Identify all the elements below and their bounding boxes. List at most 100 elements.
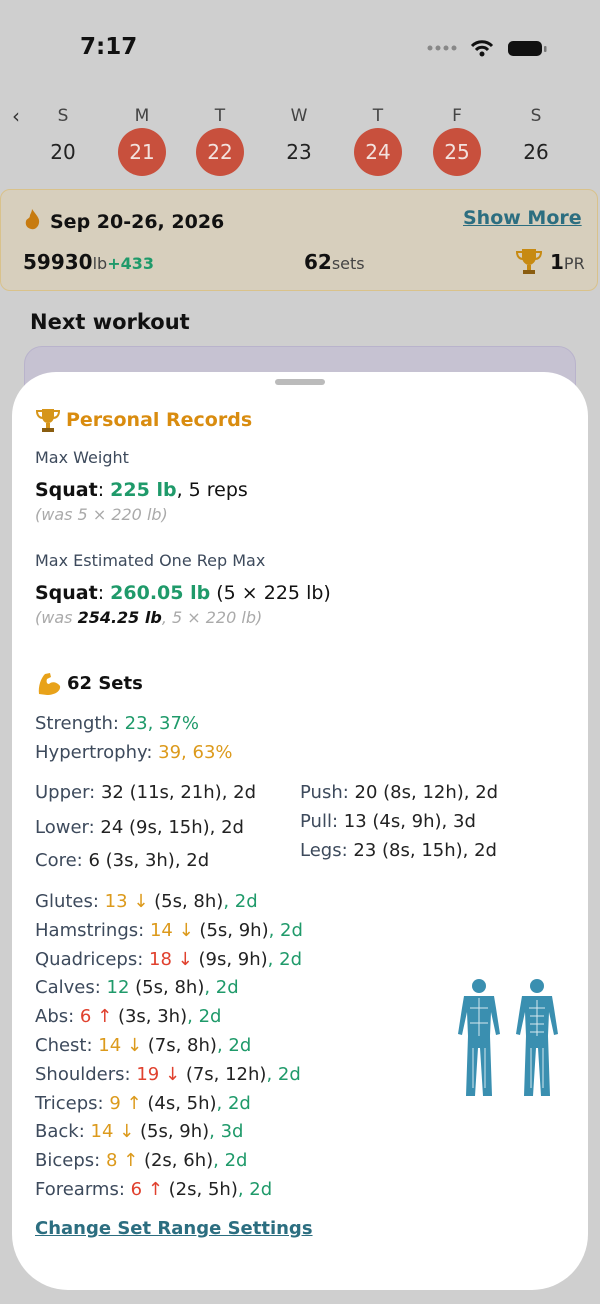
muscle-row: Triceps: 9 ↑ (4s, 5h), 2d [35,1091,251,1117]
flame-icon [25,209,40,230]
weekday: M [134,106,150,126]
set-type: Strength: 23, 37% [35,711,199,737]
muscle-days: , 2d [268,919,303,941]
muscle-row: Abs: 6 ↑ (3s, 3h), 2d [35,1004,221,1030]
weekday: F [452,106,462,126]
muscle-count: 13 [104,891,128,912]
group-value: 13 (4s, 9h), 3d [343,811,476,832]
record-rest: , 5 reps [176,479,248,501]
date-highlight [433,128,481,176]
weekday: S [530,106,542,126]
muscle-row: Shoulders: 19 ↓ (7s, 12h), 2d [35,1062,301,1088]
trophy-icon [35,409,61,432]
muscle-icon [38,673,61,695]
group-label: Core: [35,850,83,871]
muscle-label: Shoulders: [35,1063,131,1085]
back-arrow[interactable]: ‹ [12,104,20,128]
muscle-days: , 2d [223,891,258,912]
group-value: 23 (8s, 15h), 2d [353,840,497,861]
date[interactable]: 22 [207,140,233,164]
muscle-days: , 2d [187,1006,222,1028]
record-previous-part: , 5 × 220 lb) [161,608,263,627]
sets-unit: sets [331,254,365,273]
muscle-label: Biceps: [35,1150,101,1172]
muscle-count: 14 [149,919,173,941]
muscle-label: Back: [35,1121,85,1143]
muscle-label: Chest: [35,1035,93,1056]
group-value: 6 (3s, 3h), 2d [88,850,210,871]
date[interactable]: 25 [444,140,470,164]
date[interactable]: 20 [50,140,76,164]
record-main: Squat: 260.05 lb (5 × 225 lb) [35,580,331,606]
volume-value: 59930 [23,250,93,274]
pr-value: 1 [550,250,564,274]
muscle-detail: (5s, 8h) [154,891,224,912]
muscle-count: 14 [90,1121,114,1143]
weekday: T [372,106,384,126]
muscle-count: 6 [79,1006,92,1028]
muscle-label: Abs: [35,1006,75,1028]
muscle-label: Forearms: [35,1179,125,1200]
volume-change: +433 [107,254,155,273]
group-value: 32 (11s, 21h), 2d [100,782,257,803]
date[interactable]: 26 [523,140,549,164]
weekday: S [57,106,69,126]
summary-link[interactable]: Show More [463,207,582,229]
set-type: Hypertrophy: 39, 63% [35,740,233,766]
sets-value: 62 [304,250,332,274]
muscle-days: , 2d [213,1150,248,1172]
record-previous: (was 5 × 220 lb) [35,502,168,528]
date-highlight [118,128,166,176]
muscle-label: Hamstrings: [35,919,145,941]
group-label: Upper: [35,782,96,803]
sheet-title: Personal Records [66,409,253,431]
muscle-count: 14 [98,1035,122,1056]
muscle-detail: (7s, 12h) [185,1063,267,1085]
muscle-trend: ↑ [97,1006,113,1028]
set-type-label: Hypertrophy: [35,742,153,763]
muscle-detail: (7s, 8h) [147,1035,217,1056]
status-icons [427,40,547,57]
record-previous: (was 254.25 lb, 5 × 220 lb) [35,605,262,631]
record-label: Max Estimated One Rep Max [35,551,266,570]
muscle-trend: ↓ [177,948,193,970]
muscle-days: , 2d [204,977,239,999]
muscle-days: , 2d [216,1035,252,1056]
date[interactable]: 24 [365,140,391,164]
muscle-days: , 2d [267,948,302,970]
muscle-detail: (9s, 9h) [198,948,268,970]
muscle-detail: (5s, 9h) [199,919,269,941]
muscle-group: Lower: 24 (9s, 15h), 2d [35,815,244,841]
muscle-count: 19 [136,1063,160,1085]
muscle-days: , 2d [266,1063,301,1085]
sheet-handle[interactable] [275,379,325,385]
muscle-row: Chest: 14 ↓ (7s, 8h), 2d [35,1033,251,1059]
muscle-trend: ↑ [147,1179,163,1200]
date-highlight [196,128,244,176]
muscle-row: Calves: 12 (5s, 8h), 2d [35,975,239,1001]
volume: 59930lb+433 [23,249,154,277]
settings-link[interactable]: Change Set Range Settings [35,1218,313,1239]
muscle-row: Hamstrings: 14 ↓ (5s, 9h), 2d [35,918,303,944]
record-exercise: Squat [35,479,98,501]
muscle-detail: (3s, 3h) [117,1006,188,1028]
group-label: Pull: [300,811,339,832]
record-separator: : [97,479,111,501]
pr-total: 1PR [550,249,585,277]
date[interactable]: 23 [286,140,312,164]
muscle-count: 8 [105,1150,118,1172]
muscle-trend: ↓ [178,919,194,941]
group-value: 24 (9s, 15h), 2d [100,817,244,838]
volume-unit: lb [92,254,108,273]
date[interactable]: 21 [129,140,155,164]
muscle-count: 6 [130,1179,143,1200]
muscle-row: Back: 14 ↓ (5s, 9h), 3d [35,1119,243,1145]
group-label: Push: [300,782,349,803]
record-previous-part: 254.25 lb [77,608,162,627]
muscle-trend: ↓ [164,1063,181,1085]
muscle-label: Triceps: [35,1092,104,1114]
record-main: Squat: 225 lb, 5 reps [35,477,248,503]
muscle-label: Calves: [35,977,101,999]
status-time: 7:17 [80,34,138,60]
